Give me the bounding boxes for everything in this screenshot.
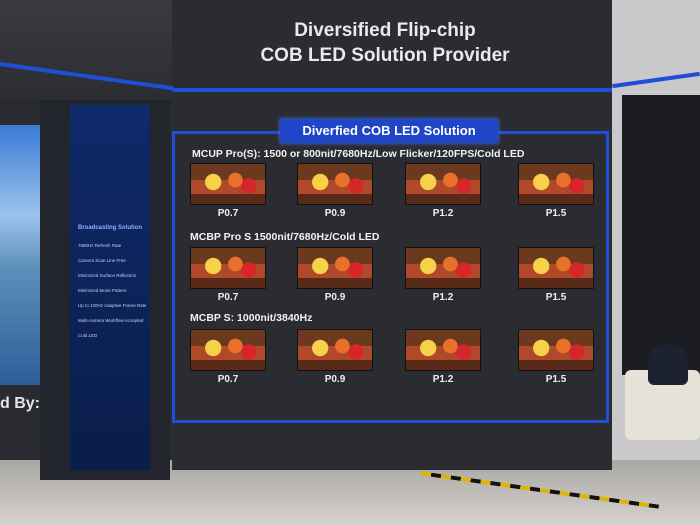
title-line: COB LED Solution Provider [260, 45, 510, 66]
led-screen [518, 247, 594, 289]
pitch-label: P1.5 [545, 374, 567, 385]
led-screen [297, 247, 373, 289]
row-heading: MCBP Pro S 1500nit/7680Hz/Cold LED [190, 231, 380, 243]
pitch-label: P0.7 [217, 374, 239, 385]
left-panel-title: Broadcasting Solution [78, 225, 143, 231]
led-screen [190, 329, 266, 371]
pitch-label: P1.5 [545, 292, 567, 303]
pitch-label: P0.9 [324, 374, 346, 385]
feature-item: 7680Hz Refresh Rate [78, 243, 122, 248]
feature-item: Cold LED [78, 333, 98, 338]
row-heading: MCBP S: 1000nit/3840Hz [190, 312, 313, 324]
title-line: Diversified Flip-chip [294, 20, 476, 41]
row-heading: MCUP Pro(S): 1500 or 800nit/7680Hz/Low F… [192, 148, 525, 160]
pitch-label: P1.2 [432, 292, 454, 303]
right-curtain [622, 95, 700, 375]
feature-item: Multi-camera Workflow Accepted [78, 318, 144, 323]
pitch-label: P1.5 [545, 208, 567, 219]
led-screen [297, 329, 373, 371]
led-screen [405, 163, 481, 205]
main-wall [172, 0, 612, 470]
led-screen [405, 329, 481, 371]
left-panel [70, 105, 150, 470]
sponsor-text: d By: [0, 395, 40, 412]
pitch-label: P0.7 [217, 208, 239, 219]
pitch-label: P1.2 [432, 374, 454, 385]
led-screen [190, 163, 266, 205]
led-screen [405, 247, 481, 289]
person [648, 345, 688, 385]
led-screen [518, 163, 594, 205]
feature-item: Minimized Surface Reflection [78, 273, 137, 278]
feature-item: Up to 120Hz Adaptive Frame Rate [78, 303, 147, 308]
pitch-label: P1.2 [432, 208, 454, 219]
pitch-label: P0.7 [217, 292, 239, 303]
led-screen [518, 329, 594, 371]
feature-item: Camera Scan Line Free [78, 258, 126, 263]
feature-item: Minimized Moire Pattern [78, 288, 127, 293]
led-screen [190, 247, 266, 289]
led-screen [297, 163, 373, 205]
banner: Diverfied COB LED Solution [280, 119, 498, 143]
blue-stripe [172, 88, 612, 92]
pitch-label: P0.9 [324, 208, 346, 219]
left-screen [0, 125, 40, 385]
pitch-label: P0.9 [324, 292, 346, 303]
